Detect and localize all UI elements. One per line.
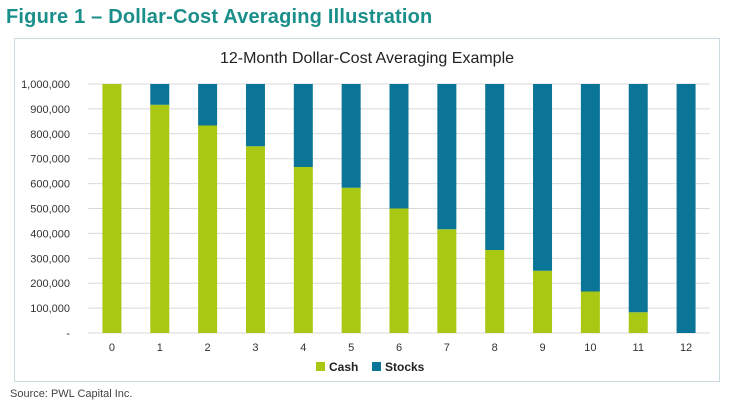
y-tick-label: 900,000 xyxy=(30,104,70,116)
y-tick-label: 300,000 xyxy=(30,253,70,265)
x-axis-ticks: 0 1 2 3 4 5 6 7 8 9 10 11 12 xyxy=(109,342,692,354)
bar-cash-7 xyxy=(437,229,457,333)
bar-stocks-9 xyxy=(533,84,553,271)
x-tick-label: 11 xyxy=(633,342,644,354)
legend-swatch-cash xyxy=(316,362,325,371)
legend-label-cash: Cash xyxy=(329,360,358,374)
bars xyxy=(102,84,696,334)
x-tick-label: 5 xyxy=(348,342,354,354)
bar-stocks-12 xyxy=(676,84,696,333)
bar-cash-3 xyxy=(245,146,265,333)
x-tick-label: 12 xyxy=(680,342,692,354)
legend-label-stocks: Stocks xyxy=(385,360,425,374)
bar-cash-10 xyxy=(580,291,600,333)
x-tick-label: 0 xyxy=(109,342,115,354)
bar-cash-9 xyxy=(533,270,553,333)
bar-stocks-10 xyxy=(580,84,600,292)
y-tick-label: 1,000,000 xyxy=(21,79,70,91)
y-tick-label: 200,000 xyxy=(30,278,70,290)
y-tick-label: - xyxy=(66,328,70,340)
x-tick-label: 8 xyxy=(492,342,498,354)
y-tick-label: 600,000 xyxy=(30,179,70,191)
bar-cash-4 xyxy=(293,166,313,333)
x-tick-label: 9 xyxy=(539,342,545,354)
y-axis-ticks: - 100,000 200,000 300,000 400,000 500,000 600,… xyxy=(21,79,70,340)
bar-cash-5 xyxy=(341,187,361,333)
x-tick-label: 6 xyxy=(396,342,402,354)
x-tick-label: 2 xyxy=(205,342,211,354)
x-tick-label: 3 xyxy=(252,342,258,354)
bar-stocks-11 xyxy=(628,84,648,313)
bar-stocks-5 xyxy=(341,84,361,188)
source-note: Source: PWL Capital Inc. xyxy=(10,388,133,400)
bar-stocks-2 xyxy=(198,84,218,126)
bar-cash-11 xyxy=(628,312,648,333)
bar-cash-6 xyxy=(389,208,409,333)
bar-stocks-6 xyxy=(389,84,409,209)
figure-title: Figure 1 – Dollar-Cost Averaging Illustr… xyxy=(6,6,433,28)
y-tick-label: 700,000 xyxy=(30,154,70,166)
bar-cash-0 xyxy=(102,84,122,333)
y-tick-label: 800,000 xyxy=(30,129,70,141)
y-tick-label: 500,000 xyxy=(30,204,70,216)
chart-frame xyxy=(14,38,720,382)
bar-stocks-3 xyxy=(245,84,265,147)
bar-cash-2 xyxy=(198,125,218,333)
x-tick-label: 10 xyxy=(584,342,596,354)
x-tick-label: 1 xyxy=(157,342,163,354)
legend-swatch-stocks xyxy=(372,362,381,371)
bar-stocks-7 xyxy=(437,84,457,230)
y-tick-label: 400,000 xyxy=(30,228,70,240)
bar-stocks-8 xyxy=(485,84,505,251)
x-tick-label: 4 xyxy=(300,342,306,354)
y-tick-label: 100,000 xyxy=(30,303,70,315)
legend: Cash Stocks xyxy=(316,360,425,374)
chart-title: 12-Month Dollar-Cost Averaging Example xyxy=(219,50,515,67)
bar-stocks-1 xyxy=(150,84,170,105)
bar-stocks-4 xyxy=(293,84,313,167)
x-tick-label: 7 xyxy=(444,342,450,354)
bar-cash-1 xyxy=(150,104,170,334)
bar-cash-8 xyxy=(485,250,505,333)
